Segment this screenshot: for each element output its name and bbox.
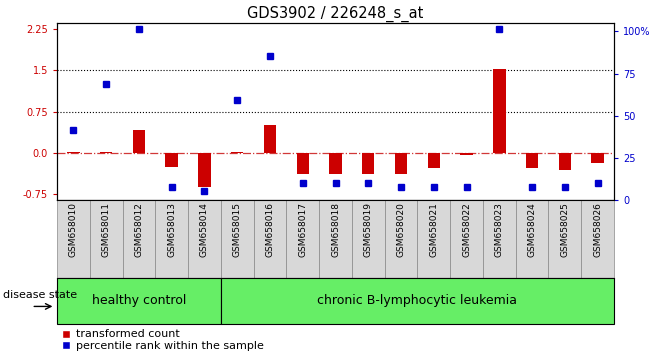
- Bar: [254, 200, 287, 278]
- Text: GSM658024: GSM658024: [527, 202, 537, 257]
- Text: GSM658023: GSM658023: [495, 202, 504, 257]
- Text: GSM658016: GSM658016: [266, 202, 274, 257]
- Bar: [329, 153, 342, 174]
- Text: GSM658012: GSM658012: [134, 202, 144, 257]
- Text: disease state: disease state: [3, 290, 77, 301]
- Bar: [352, 200, 384, 278]
- Bar: [264, 125, 276, 153]
- Bar: [100, 152, 113, 153]
- Bar: [581, 200, 614, 278]
- Bar: [231, 152, 244, 153]
- Bar: [123, 200, 155, 278]
- Bar: [133, 130, 145, 153]
- Bar: [548, 200, 581, 278]
- Text: GSM658022: GSM658022: [462, 202, 471, 257]
- Text: GSM658017: GSM658017: [298, 202, 307, 257]
- Bar: [591, 153, 604, 163]
- Bar: [221, 278, 614, 324]
- Text: GSM658026: GSM658026: [593, 202, 602, 257]
- Bar: [362, 153, 374, 174]
- Bar: [166, 153, 178, 167]
- Bar: [287, 200, 319, 278]
- Text: healthy control: healthy control: [92, 295, 186, 307]
- Bar: [558, 153, 571, 170]
- Title: GDS3902 / 226248_s_at: GDS3902 / 226248_s_at: [248, 5, 423, 22]
- Text: GSM658020: GSM658020: [397, 202, 405, 257]
- Bar: [57, 200, 90, 278]
- Bar: [90, 200, 123, 278]
- Bar: [395, 153, 407, 174]
- Bar: [516, 200, 548, 278]
- Bar: [221, 200, 254, 278]
- Text: GSM658018: GSM658018: [331, 202, 340, 257]
- Bar: [57, 278, 221, 324]
- Legend: transformed count, percentile rank within the sample: transformed count, percentile rank withi…: [62, 330, 264, 351]
- Bar: [188, 200, 221, 278]
- Bar: [450, 200, 483, 278]
- Text: GSM658013: GSM658013: [167, 202, 176, 257]
- Bar: [198, 153, 211, 187]
- Bar: [67, 152, 80, 153]
- Bar: [427, 153, 440, 169]
- Bar: [319, 200, 352, 278]
- Bar: [417, 200, 450, 278]
- Text: GSM658014: GSM658014: [200, 202, 209, 257]
- Text: GSM658015: GSM658015: [233, 202, 242, 257]
- Bar: [384, 200, 417, 278]
- Bar: [460, 153, 473, 155]
- Bar: [483, 200, 516, 278]
- Text: chronic B-lymphocytic leukemia: chronic B-lymphocytic leukemia: [317, 295, 517, 307]
- Text: GSM658019: GSM658019: [364, 202, 373, 257]
- Bar: [155, 200, 188, 278]
- Bar: [526, 153, 538, 169]
- Text: GSM658021: GSM658021: [429, 202, 438, 257]
- Bar: [493, 69, 505, 153]
- Text: GSM658025: GSM658025: [560, 202, 569, 257]
- Bar: [297, 153, 309, 174]
- Text: GSM658010: GSM658010: [69, 202, 78, 257]
- Text: GSM658011: GSM658011: [102, 202, 111, 257]
